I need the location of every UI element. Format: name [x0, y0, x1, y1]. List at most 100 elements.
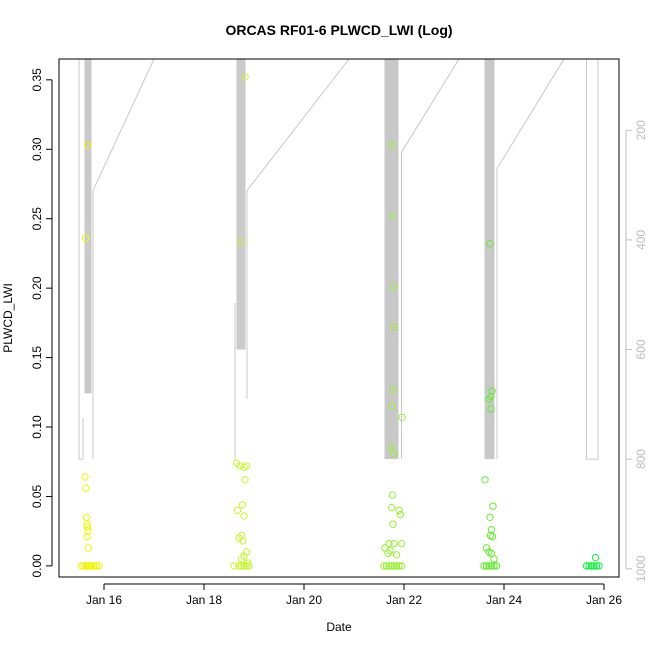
data-point: [595, 562, 603, 570]
y-tick-label: 0.30: [30, 137, 44, 161]
x-tick-label: Jan 20: [286, 593, 322, 607]
altitude-trace: [78, 58, 599, 460]
data-point: [485, 562, 493, 570]
data-point: [392, 562, 401, 570]
data-point: [389, 520, 397, 528]
x-tick-label: Jan 22: [386, 593, 422, 607]
data-point: [480, 562, 488, 570]
y-tick-label: 0.20: [30, 276, 44, 300]
data-point: [83, 520, 91, 528]
data-point: [481, 476, 489, 484]
data-point: [83, 523, 92, 531]
trace-segment: [401, 58, 460, 153]
y2-tick-label: 800: [634, 449, 648, 469]
trace-segment: [92, 58, 155, 191]
x-axis-label: Date: [326, 620, 352, 634]
data-point: [242, 548, 251, 556]
y-tick-label: 0.35: [30, 68, 44, 92]
data-point: [241, 476, 249, 484]
data-point: [382, 562, 391, 570]
data-point: [389, 385, 397, 394]
data-point: [84, 527, 92, 535]
trace-segment: [496, 58, 565, 169]
data-point: [237, 238, 245, 247]
x-tick-label: Jan 26: [586, 593, 622, 607]
data-point: [388, 212, 397, 220]
y-axis-label: PLWCD_LWI: [1, 283, 15, 353]
y-tick-label: 0.00: [30, 554, 44, 578]
data-points: [77, 73, 603, 570]
x-tick-label: Jan 24: [486, 593, 522, 607]
y2-tick-label: 1000: [634, 555, 648, 582]
data-point: [390, 323, 398, 331]
y-tick-label: 0.10: [30, 415, 44, 439]
data-point: [387, 562, 396, 570]
data-point: [82, 513, 91, 521]
data-point: [482, 544, 491, 552]
data-point: [95, 562, 103, 570]
data-point: [385, 562, 393, 570]
data-point: [381, 544, 389, 552]
data-point: [487, 562, 496, 570]
data-point: [396, 510, 405, 519]
data-point: [398, 413, 406, 421]
data-point: [237, 531, 246, 540]
data-point: [387, 503, 396, 512]
x-axis: Jan 16 Jan 18 Jan 20 Jan 22 Jan 24 Jan 26: [86, 583, 622, 607]
data-point: [492, 562, 501, 570]
data-point: [390, 539, 398, 548]
data-point: [490, 555, 498, 563]
data-point: [397, 562, 406, 570]
data-point: [242, 462, 251, 470]
data-point: [238, 501, 247, 509]
y-tick-label: 0.25: [30, 207, 44, 231]
data-point: [390, 562, 398, 570]
data-point: [590, 562, 598, 570]
data-point: [388, 402, 396, 410]
plot-frame: [58, 58, 620, 578]
data-point: [486, 513, 494, 521]
data-point: [591, 553, 600, 562]
y-axis: 0.00 0.05 0.10 0.15 0.20 0.25 0.30 0.35: [30, 68, 53, 578]
data-point: [389, 449, 398, 458]
data-point: [83, 533, 91, 541]
y-tick-label: 0.05: [30, 484, 44, 508]
data-point: [385, 539, 393, 548]
data-point: [395, 506, 403, 515]
data-point: [387, 442, 395, 451]
data-point: [487, 405, 495, 413]
data-point: [92, 562, 101, 570]
data-point: [87, 562, 96, 570]
data-point: [84, 544, 93, 552]
data-point: [230, 562, 238, 570]
data-point: [241, 73, 249, 81]
data-point: [240, 512, 248, 520]
y-tick-label: 0.15: [30, 346, 44, 370]
data-point: [486, 240, 494, 248]
data-point: [389, 283, 398, 291]
data-point: [488, 533, 497, 541]
data-point: [388, 491, 397, 499]
data-point: [585, 562, 593, 570]
data-point: [81, 234, 90, 242]
y2-tick-label: 400: [634, 230, 648, 250]
data-point: [387, 141, 396, 149]
trace-segment: [246, 58, 350, 191]
x-tick-label: Jan 16: [86, 593, 122, 607]
data-point: [237, 562, 246, 570]
data-point: [490, 562, 498, 570]
data-point: [380, 562, 388, 570]
y2-tick-label: 200: [634, 120, 648, 140]
data-point: [392, 551, 401, 559]
y2-tick-label: 600: [634, 339, 648, 359]
y-axis-right: 200 400 600 800 1000: [625, 120, 648, 582]
data-point: [244, 559, 252, 567]
data-point: [235, 562, 243, 570]
data-point: [592, 562, 601, 570]
data-point: [486, 531, 495, 540]
data-point: [485, 395, 493, 403]
data-point: [395, 562, 403, 570]
data-point: [582, 562, 591, 570]
data-point: [488, 387, 496, 395]
